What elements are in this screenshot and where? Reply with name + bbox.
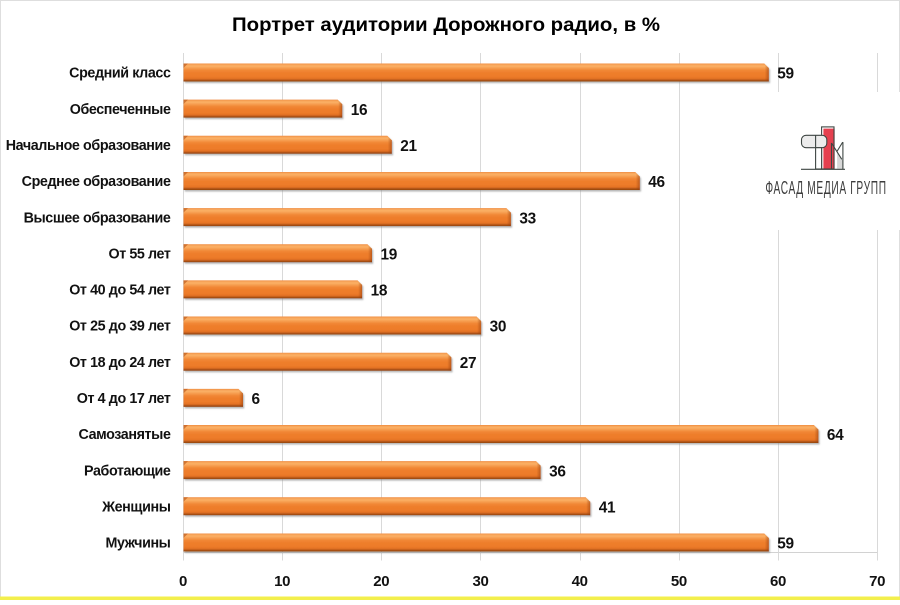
svg-text:33: 33 bbox=[519, 210, 536, 227]
svg-text:21: 21 bbox=[400, 138, 417, 155]
svg-text:18: 18 bbox=[371, 283, 388, 300]
svg-text:27: 27 bbox=[460, 355, 477, 372]
svg-text:ФАСАД МЕДИА ГРУПП: ФАСАД МЕДИА ГРУПП bbox=[765, 178, 886, 199]
svg-text:Портрет аудитории Дорожного ра: Портрет аудитории Дорожного радио, в % bbox=[232, 15, 660, 36]
svg-text:Обеспеченные: Обеспеченные bbox=[70, 102, 171, 118]
svg-text:От 4 до 17 лет: От 4 до 17 лет bbox=[77, 391, 171, 407]
svg-text:0: 0 bbox=[179, 573, 187, 590]
svg-text:От 18 до 24 лет: От 18 до 24 лет bbox=[69, 355, 171, 371]
svg-text:Женщины: Женщины bbox=[101, 500, 171, 516]
svg-text:60: 60 bbox=[770, 573, 786, 590]
svg-text:Начальное образование: Начальное образование bbox=[6, 138, 171, 154]
svg-text:Среднее образование: Среднее образование bbox=[22, 174, 171, 190]
svg-text:70: 70 bbox=[869, 573, 885, 590]
svg-text:16: 16 bbox=[351, 102, 368, 119]
svg-text:30: 30 bbox=[472, 573, 488, 590]
svg-text:36: 36 bbox=[549, 463, 566, 480]
svg-text:46: 46 bbox=[648, 174, 665, 191]
svg-text:Средний класс: Средний класс bbox=[69, 66, 171, 82]
svg-text:Высшее образование: Высшее образование bbox=[24, 210, 171, 226]
svg-text:30: 30 bbox=[490, 319, 507, 336]
svg-text:Работающие: Работающие bbox=[84, 463, 171, 479]
svg-text:41: 41 bbox=[599, 500, 616, 517]
svg-text:40: 40 bbox=[572, 573, 588, 590]
svg-text:От 25 до 39 лет: От 25 до 39 лет bbox=[69, 319, 171, 335]
svg-text:59: 59 bbox=[777, 536, 794, 553]
svg-text:64: 64 bbox=[827, 427, 844, 444]
svg-text:Самозанятые: Самозанятые bbox=[79, 427, 171, 443]
svg-text:От 55 лет: От 55 лет bbox=[108, 246, 170, 262]
svg-text:50: 50 bbox=[671, 573, 687, 590]
svg-text:59: 59 bbox=[777, 66, 794, 83]
svg-text:Мужчины: Мужчины bbox=[106, 536, 171, 552]
svg-text:10: 10 bbox=[274, 573, 290, 590]
svg-text:От 40 до 54 лет: От 40 до 54 лет bbox=[69, 283, 171, 299]
svg-text:6: 6 bbox=[252, 391, 260, 408]
svg-text:20: 20 bbox=[373, 573, 389, 590]
svg-text:19: 19 bbox=[381, 246, 398, 263]
